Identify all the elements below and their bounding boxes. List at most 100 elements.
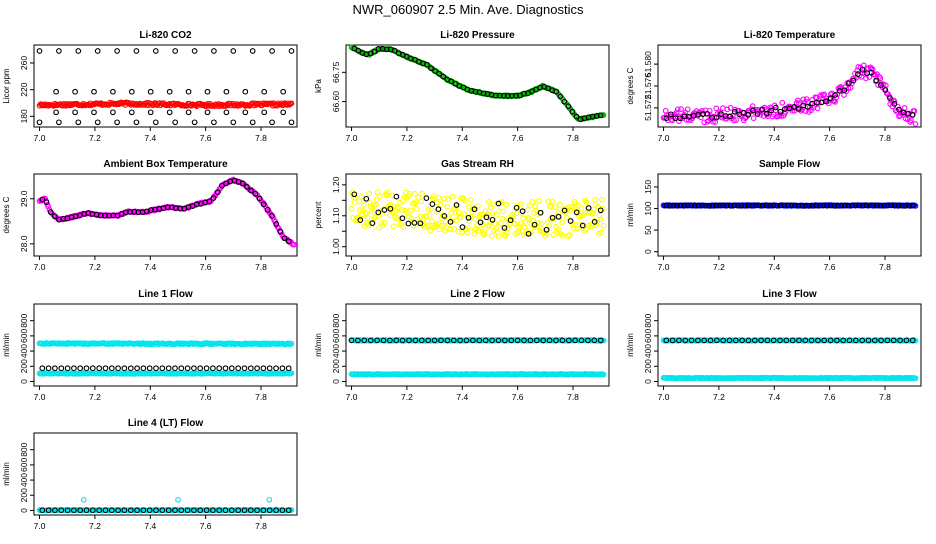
x-tick-label: 7.4 — [768, 262, 780, 272]
series-cal — [663, 66, 916, 122]
data-point — [191, 48, 198, 54]
data-point — [39, 507, 46, 514]
data-point — [72, 109, 78, 116]
y-tick-label: 400 — [19, 344, 29, 358]
chart-title: Ambient Box Temperature — [103, 159, 228, 170]
data-point — [752, 202, 759, 209]
y-tick-label: 220 — [19, 82, 29, 96]
data-point — [724, 106, 731, 113]
data-point — [695, 202, 702, 209]
x-tick-label: 7.6 — [824, 133, 836, 143]
data-point — [256, 195, 263, 202]
data-point — [484, 211, 490, 218]
data-point — [877, 82, 884, 88]
data-point — [756, 202, 762, 209]
data-point — [525, 230, 532, 237]
data-point — [489, 216, 496, 223]
chart-li820-co2: Li-820 CO2 Licor ppm 7.0 7.2 7.4 7.6 7.8 180 220… — [2, 30, 298, 143]
data-point — [248, 187, 254, 194]
series-cal — [351, 191, 604, 237]
data-point — [514, 337, 521, 344]
data-point — [713, 202, 720, 209]
data-point — [400, 224, 407, 230]
data-point — [260, 365, 267, 372]
data-point — [560, 232, 566, 239]
data-point — [684, 202, 691, 209]
data-point — [859, 202, 866, 209]
data-point — [877, 202, 884, 209]
x-tick-label: 7.0 — [658, 392, 670, 402]
data-point — [230, 48, 237, 54]
data-point — [390, 209, 396, 216]
data-point — [871, 337, 878, 344]
data-point — [824, 202, 830, 209]
data-point — [802, 337, 809, 344]
y-tick-label: 180 — [19, 109, 29, 123]
data-point — [667, 202, 673, 209]
y-tick-label: 800 — [331, 313, 341, 327]
data-point — [381, 219, 388, 226]
data-point — [128, 109, 135, 116]
data-point — [102, 365, 109, 372]
data-point — [424, 61, 430, 68]
data-point — [285, 365, 292, 372]
data-point — [516, 223, 523, 230]
data-point — [279, 507, 286, 514]
data-point — [399, 337, 406, 344]
data-point — [444, 203, 451, 210]
data-point — [358, 194, 365, 200]
data-point — [356, 198, 363, 205]
data-point — [695, 337, 701, 344]
data-point — [699, 202, 705, 209]
data-point — [495, 337, 502, 344]
data-point — [239, 180, 246, 187]
data-point — [745, 337, 752, 344]
data-point — [850, 77, 857, 84]
y-axis-label: degrees C — [2, 196, 11, 233]
x-tick-label: 7.4 — [144, 262, 156, 272]
data-point — [153, 507, 159, 514]
data-point — [502, 233, 509, 239]
data-point — [159, 365, 166, 372]
y-axis-label: ml/min — [2, 333, 11, 357]
data-point — [673, 109, 680, 116]
y-tick-label: 800 — [19, 442, 29, 456]
panel-line-3-flow: Line 3 Flow ml/min 7.0 7.2 7.4 7.6 7.8 0 200 400 6… — [624, 285, 936, 415]
plot-frame — [657, 303, 922, 387]
data-point — [273, 221, 280, 227]
data-point — [113, 101, 120, 108]
data-point — [470, 337, 476, 344]
data-point — [713, 114, 720, 121]
y-tick-label: 51.580 — [643, 51, 653, 77]
data-point — [431, 337, 438, 344]
data-point — [865, 337, 872, 344]
y-tick-label: 600 — [331, 329, 341, 343]
data-point — [45, 203, 52, 210]
x-tick-label: 7.4 — [456, 262, 468, 272]
data-point — [288, 370, 295, 376]
x-tick-label: 7.6 — [200, 262, 212, 272]
y-tick-label: 100 — [643, 201, 653, 215]
series-cal — [351, 45, 604, 123]
data-point — [852, 202, 859, 209]
data-point — [536, 197, 542, 204]
data-point — [281, 235, 288, 241]
data-point — [597, 207, 604, 214]
panel-line-2-flow: Line 2 Flow ml/min 7.0 7.2 7.4 7.6 7.8 0 200 400 6… — [312, 285, 624, 415]
data-point — [891, 202, 898, 209]
data-point — [677, 115, 683, 122]
x-tick-label: 7.0 — [34, 133, 46, 143]
data-point — [884, 337, 891, 344]
data-point — [230, 119, 237, 126]
data-point — [583, 199, 590, 206]
data-point — [355, 47, 362, 54]
data-point — [121, 365, 128, 372]
data-point — [425, 337, 432, 344]
data-point — [832, 92, 838, 98]
data-point — [845, 80, 852, 87]
data-point — [53, 88, 59, 95]
panel-ambient-box-temperature: Ambient Box Temperature degrees C 7.0 7.2 7.… — [0, 155, 312, 285]
data-point — [448, 78, 455, 85]
data-point — [127, 507, 134, 514]
data-point — [411, 220, 418, 226]
